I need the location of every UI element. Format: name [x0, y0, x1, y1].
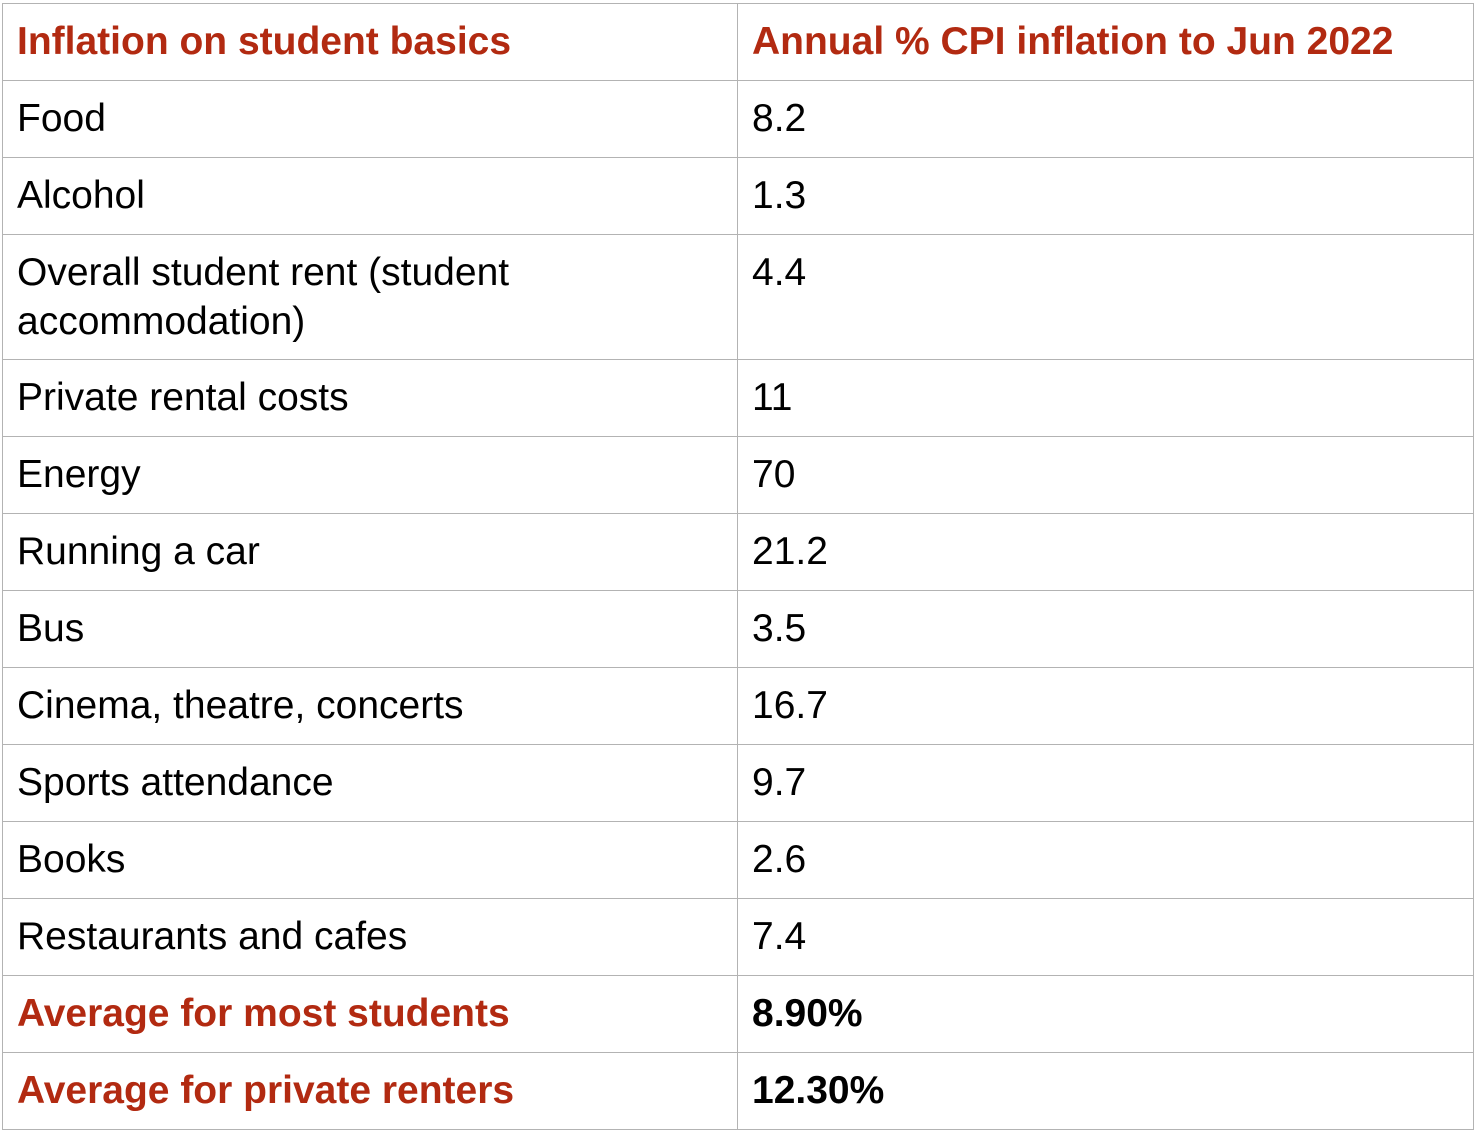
row-value: 21.2 — [737, 513, 1474, 592]
row-label: Average for most students — [2, 975, 738, 1054]
row-value: 12.30% — [737, 1052, 1474, 1131]
row-value: 11 — [737, 359, 1474, 438]
table-row-books: Books 2.6 — [2, 821, 1474, 900]
row-value: 8.90% — [737, 975, 1474, 1054]
row-value: 7.4 — [737, 898, 1474, 977]
row-label: Private rental costs — [2, 359, 738, 438]
row-value: 2.6 — [737, 821, 1474, 900]
row-label: Sports attendance — [2, 744, 738, 823]
row-label: Bus — [2, 590, 738, 669]
row-value: 1.3 — [737, 157, 1474, 235]
row-value: 8.2 — [737, 80, 1474, 158]
column-header-category: Inflation on student basics — [2, 3, 738, 81]
row-value: 3.5 — [737, 590, 1474, 669]
table-row-private-rental: Private rental costs 11 — [2, 359, 1474, 438]
row-label: Average for private renters — [2, 1052, 738, 1131]
row-label: Books — [2, 821, 738, 900]
row-label: Running a car — [2, 513, 738, 592]
row-label: Alcohol — [2, 157, 738, 235]
table-row-restaurants-cafes: Restaurants and cafes 7.4 — [2, 898, 1474, 977]
table-row-food: Food 8.2 — [2, 80, 1474, 158]
row-value: 70 — [737, 436, 1474, 515]
header-row: Inflation on student basics Annual % CPI… — [2, 3, 1474, 81]
inflation-table: Inflation on student basics Annual % CPI… — [2, 3, 1474, 1131]
table-row-alcohol: Alcohol 1.3 — [2, 157, 1474, 235]
row-label: Restaurants and cafes — [2, 898, 738, 977]
table-row-average-most-students: Average for most students 8.90% — [2, 975, 1474, 1054]
row-label: Overall student rent (student accommodat… — [2, 233, 738, 361]
table-row-student-rent: Overall student rent (student accommodat… — [2, 233, 1474, 361]
column-header-value: Annual % CPI inflation to Jun 2022 — [737, 3, 1474, 81]
row-value: 4.4 — [737, 233, 1474, 361]
table-row-sports-attendance: Sports attendance 9.7 — [2, 744, 1474, 823]
table-row-average-private-renters: Average for private renters 12.30% — [2, 1052, 1474, 1131]
row-label: Food — [2, 80, 738, 158]
table-row-running-a-car: Running a car 21.2 — [2, 513, 1474, 592]
table-row-bus: Bus 3.5 — [2, 590, 1474, 669]
table-row-energy: Energy 70 — [2, 436, 1474, 515]
table-row-cinema-theatre-concerts: Cinema, theatre, concerts 16.7 — [2, 667, 1474, 746]
row-label: Cinema, theatre, concerts — [2, 667, 738, 746]
row-value: 16.7 — [737, 667, 1474, 746]
row-value: 9.7 — [737, 744, 1474, 823]
row-label: Energy — [2, 436, 738, 515]
